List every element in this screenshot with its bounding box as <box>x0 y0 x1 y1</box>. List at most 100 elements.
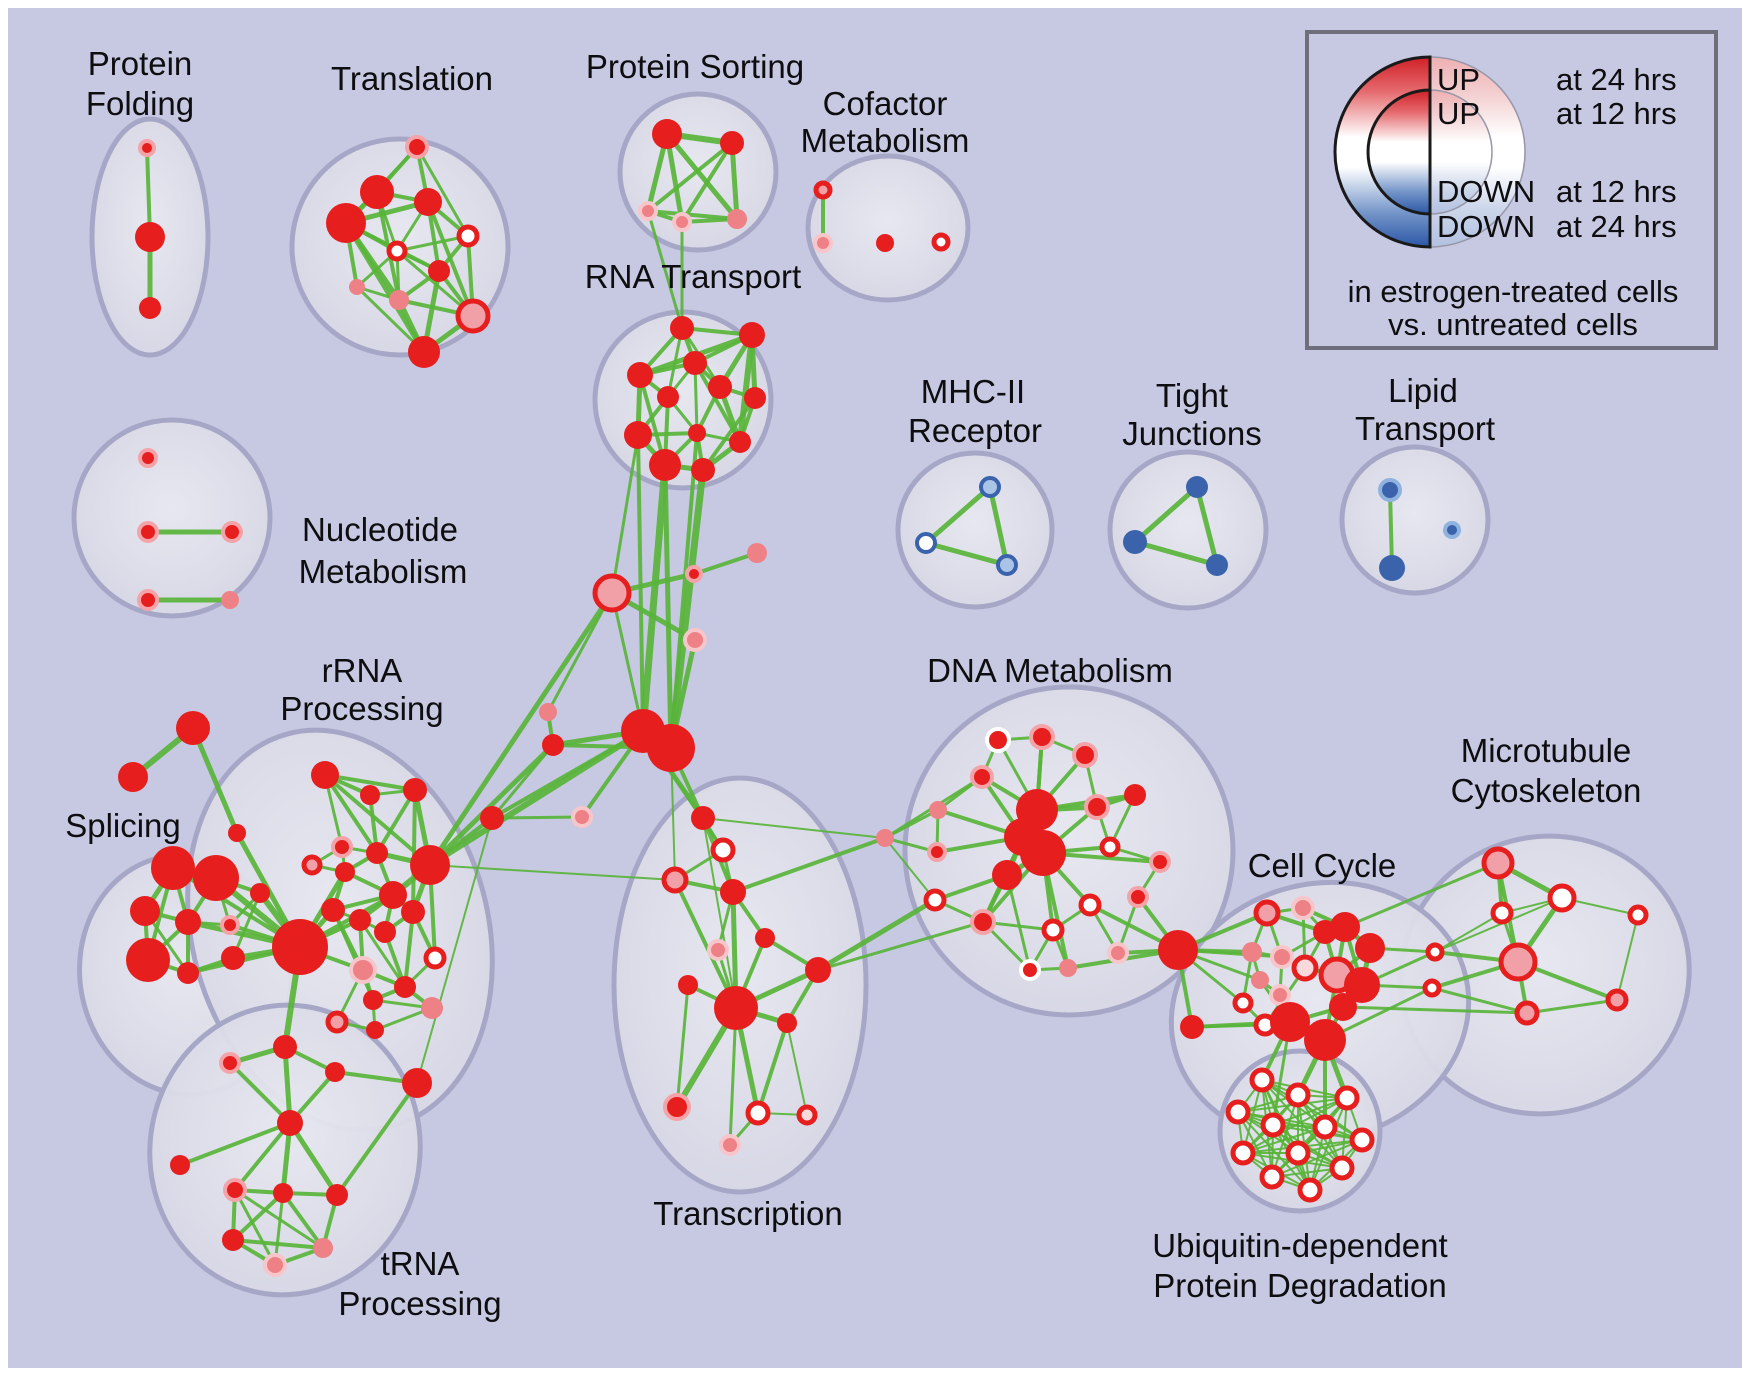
legend-direction-label: UP <box>1437 62 1480 97</box>
network-node <box>366 842 388 864</box>
network-node <box>979 476 1001 498</box>
network-edge <box>786 1022 808 1116</box>
network-node <box>592 573 632 613</box>
network-node <box>691 806 715 830</box>
network-node <box>221 521 243 543</box>
network-node <box>755 928 775 948</box>
network-edge <box>1430 986 1529 1015</box>
network-node <box>1443 521 1461 539</box>
network-node <box>627 362 653 388</box>
network-node <box>277 1110 303 1136</box>
legend-direction-label: DOWN <box>1437 174 1535 209</box>
cluster-boundary-mh <box>895 450 1055 610</box>
network-node <box>138 139 156 157</box>
network-node <box>176 711 210 745</box>
network-node <box>923 888 947 912</box>
network-node <box>1107 942 1129 964</box>
network-node <box>1344 967 1380 1003</box>
network-node <box>739 322 765 348</box>
network-node <box>1627 904 1649 926</box>
network-node <box>876 234 894 252</box>
network-node <box>663 1093 691 1121</box>
network-edge <box>815 897 938 973</box>
network-node <box>402 1068 432 1098</box>
network-node <box>139 297 161 319</box>
network-edge <box>395 234 470 253</box>
legend-note: in estrogen-treated cells <box>1348 274 1679 309</box>
network-edge <box>415 145 470 238</box>
network-node <box>672 212 692 232</box>
network-node <box>1020 830 1066 876</box>
network-node <box>1084 794 1110 820</box>
network-node <box>321 898 345 922</box>
network-node <box>331 836 353 858</box>
network-node <box>661 866 689 894</box>
legend-color-wheel <box>1366 88 1432 216</box>
network-edge <box>1242 1126 1326 1154</box>
network-edge <box>233 1121 292 1192</box>
network-edge <box>1271 1094 1299 1178</box>
network-node <box>1158 930 1198 970</box>
network-edge <box>281 1191 325 1250</box>
network-node <box>175 909 201 935</box>
cluster-label-cc: Cell Cycle <box>1248 847 1397 884</box>
network-edge <box>664 131 740 222</box>
network-node <box>1180 1015 1204 1039</box>
network-edge <box>680 141 734 224</box>
network-node <box>744 387 766 409</box>
network-edge <box>1132 539 1220 568</box>
network-node <box>1490 901 1514 925</box>
network-node <box>135 222 165 252</box>
network-node <box>813 233 833 253</box>
cluster-label-nm: Metabolism <box>299 553 468 590</box>
network-edge <box>646 209 684 330</box>
cluster-boundary-nm <box>71 417 273 619</box>
network-edge <box>728 1006 738 1147</box>
network-node <box>379 881 407 909</box>
network-node <box>970 765 994 789</box>
network-edge <box>1194 484 1220 568</box>
network-node <box>915 532 937 554</box>
network-node <box>1291 954 1319 982</box>
network-node <box>719 1134 741 1156</box>
network-node <box>421 997 443 1019</box>
cluster-label-tp: tRNA <box>381 1245 460 1282</box>
network-node <box>745 1100 771 1126</box>
network-node <box>571 806 593 828</box>
network-edge <box>923 540 1010 568</box>
network-node <box>691 458 715 482</box>
network-edge <box>323 773 379 855</box>
network-node <box>1149 851 1171 873</box>
network-node <box>747 543 767 563</box>
network-edge <box>1190 1023 1267 1029</box>
network-edge <box>639 461 669 735</box>
network-node <box>389 290 409 310</box>
network-node <box>1304 1019 1346 1061</box>
network-node <box>1379 555 1405 581</box>
network-node <box>1547 883 1577 913</box>
network-node <box>1230 1140 1256 1166</box>
network-node <box>708 375 732 399</box>
network-edge <box>669 431 699 750</box>
cluster-boundary-cf <box>805 153 971 303</box>
network-node <box>1291 896 1315 920</box>
network-node <box>796 1104 818 1126</box>
network-node <box>542 734 564 756</box>
network-edge <box>1525 998 1619 1015</box>
cluster-label-rr: rRNA <box>322 652 403 689</box>
network-node <box>714 986 758 1030</box>
network-edge <box>427 590 615 868</box>
cluster-label-pf: Folding <box>86 85 194 122</box>
network-node <box>360 785 380 805</box>
network-node <box>1251 971 1269 989</box>
network-node <box>394 976 416 998</box>
network-node <box>273 1035 297 1059</box>
network-edge <box>426 200 475 318</box>
network-node <box>1334 1085 1360 1111</box>
network-node <box>480 806 504 830</box>
network-node <box>1041 918 1065 942</box>
network-node <box>1378 478 1402 502</box>
network-node <box>683 351 707 375</box>
